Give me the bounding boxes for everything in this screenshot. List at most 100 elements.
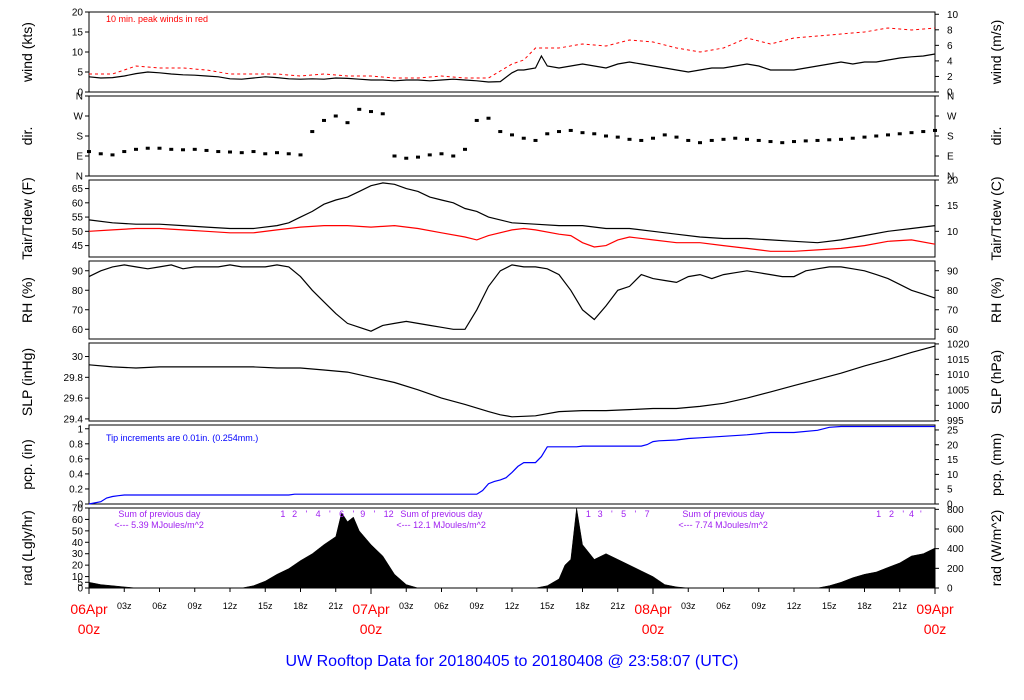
dir-point bbox=[98, 152, 103, 156]
temp-series-line bbox=[88, 224, 936, 252]
pcp-right-tick-label: 0 bbox=[947, 500, 953, 511]
x-tick-label: 21z bbox=[610, 601, 625, 611]
slp-left-tick-label: 29.6 bbox=[64, 394, 84, 405]
slp-series-line bbox=[88, 345, 936, 418]
dir-point bbox=[134, 147, 138, 151]
dir-point bbox=[756, 138, 761, 142]
x-tick-label: 03z bbox=[117, 601, 132, 611]
dir-point bbox=[333, 114, 338, 118]
rad-left-tick-label: 0 bbox=[77, 584, 83, 595]
temp-ylabel-left: Tair/Tdew (F) bbox=[19, 177, 35, 259]
dir-point bbox=[369, 110, 373, 114]
page-title: UW Rooftop Data for 20180405 to 20180408… bbox=[286, 653, 739, 670]
dir-point bbox=[792, 140, 796, 144]
pcp-left-tick-label: 1 bbox=[77, 424, 83, 435]
rad-hour-marker: 5 bbox=[621, 509, 626, 519]
x-tick-label: 15z bbox=[822, 601, 837, 611]
pcp-frame bbox=[88, 424, 936, 505]
dir-right-tick-label: W bbox=[947, 112, 957, 123]
rh-right-tick-label: 60 bbox=[947, 325, 959, 336]
rh-right-tick-label: 90 bbox=[947, 266, 959, 277]
rad-ylabel-left: rad (Lgly/hr) bbox=[19, 510, 35, 585]
dir-point bbox=[674, 135, 679, 139]
slp-right-tick-label: 995 bbox=[947, 416, 964, 427]
slp-left-tick-label: 29.4 bbox=[64, 414, 84, 425]
rad-hour-marker: 1 bbox=[876, 509, 881, 519]
rad-hour-marker: 2 bbox=[889, 509, 894, 519]
wind-annotation: 10 min. peak winds in red bbox=[106, 14, 208, 24]
rad-hour-marker: 6 bbox=[339, 509, 344, 519]
wind-right-tick-label: 10 bbox=[947, 10, 959, 21]
dir-point bbox=[862, 135, 867, 139]
dir-right-tick-label: N bbox=[947, 172, 954, 183]
dir-point bbox=[298, 153, 303, 157]
rad-right-tick-label: 0 bbox=[947, 584, 953, 595]
dir-point bbox=[827, 138, 832, 142]
rad-right-tick-label: 200 bbox=[947, 564, 964, 575]
panel-slp: 29.4 29.6 29.8 30 995 1000 1005 1010 1015 1020 SLP… bbox=[19, 339, 1004, 427]
x-date-label: 08Apr bbox=[634, 601, 672, 617]
rad-left-tick-label: 70 bbox=[72, 504, 84, 515]
dir-left-tick-label: N bbox=[76, 172, 83, 183]
rad-left-tick-label: 5 bbox=[77, 578, 83, 589]
wind-right-tick-label: 4 bbox=[947, 56, 953, 67]
rad-right-tick-label: 600 bbox=[947, 524, 964, 535]
slp-right-tick-label: 1000 bbox=[947, 401, 970, 412]
dir-point bbox=[521, 136, 526, 140]
x-tick-label: 18z bbox=[857, 601, 872, 611]
wind-ylabel-right: wind (m/s) bbox=[988, 20, 1004, 86]
x-tick-label: 12z bbox=[505, 601, 520, 611]
panel-temp: 45 50 55 60 65 10 15 20 Tair/Tdew (F) Tair/Tdew (… bbox=[19, 176, 1004, 261]
dir-left-tick-label: W bbox=[74, 112, 84, 123]
dir-point bbox=[815, 138, 820, 142]
dir-point bbox=[568, 128, 573, 132]
slp-right-tick-label: 1005 bbox=[947, 385, 970, 396]
dir-point bbox=[392, 154, 397, 158]
wind-series-line bbox=[89, 27, 936, 79]
dir-point bbox=[651, 136, 655, 140]
temp-right-tick-label: 20 bbox=[947, 176, 959, 187]
dir-point bbox=[533, 138, 538, 142]
dir-point bbox=[239, 151, 244, 155]
dir-point bbox=[709, 138, 714, 142]
wind-series-line bbox=[88, 53, 936, 83]
rh-right-tick-label: 80 bbox=[947, 286, 959, 297]
dir-point bbox=[181, 148, 185, 152]
wind-right-tick-label: 8 bbox=[947, 25, 953, 36]
dir-point bbox=[780, 141, 785, 145]
pcp-left-tick-label: 0.6 bbox=[69, 454, 83, 465]
x-tick-label: 06z bbox=[716, 601, 731, 611]
dir-point bbox=[768, 140, 773, 144]
pcp-right-tick-label: 25 bbox=[947, 425, 959, 436]
dir-right-tick-label: N bbox=[947, 92, 954, 103]
dir-point bbox=[463, 147, 467, 151]
dir-point bbox=[592, 132, 597, 136]
wind-right-tick-label: 6 bbox=[947, 41, 953, 52]
dir-point bbox=[604, 134, 608, 138]
dir-point bbox=[580, 131, 585, 135]
rad-left-tick-label: 40 bbox=[72, 538, 84, 549]
x-tick-label: 21z bbox=[328, 601, 343, 611]
dir-point bbox=[486, 116, 491, 120]
rad-hour-marker: ' bbox=[611, 509, 613, 519]
pcp-series-line bbox=[88, 425, 935, 505]
dir-point bbox=[921, 130, 926, 134]
temp-left-tick-label: 45 bbox=[72, 241, 84, 252]
rh-left-tick-label: 80 bbox=[72, 286, 84, 297]
rad-hour-marker: 3 bbox=[598, 509, 603, 519]
dir-point bbox=[427, 153, 432, 157]
rad-area bbox=[88, 507, 936, 589]
wind-right-tick-label: 0 bbox=[947, 88, 953, 99]
pcp-left-tick-label: 0.4 bbox=[69, 469, 83, 480]
dir-point bbox=[627, 137, 632, 141]
x-date-time: 00z bbox=[360, 621, 383, 637]
x-date-time: 00z bbox=[924, 621, 947, 637]
slp-ylabel-right: SLP (hPa) bbox=[988, 350, 1004, 414]
rad-hour-marker: 2 bbox=[292, 509, 297, 519]
rad-hour-marker: ' bbox=[329, 509, 331, 519]
wind-left-tick-label: 5 bbox=[77, 68, 83, 79]
rad-daily-sum-value: <--- 12.1 MJoules/m^2 bbox=[396, 520, 486, 530]
x-tick-label: 09z bbox=[751, 601, 766, 611]
rad-hour-marker: 4 bbox=[316, 509, 321, 519]
